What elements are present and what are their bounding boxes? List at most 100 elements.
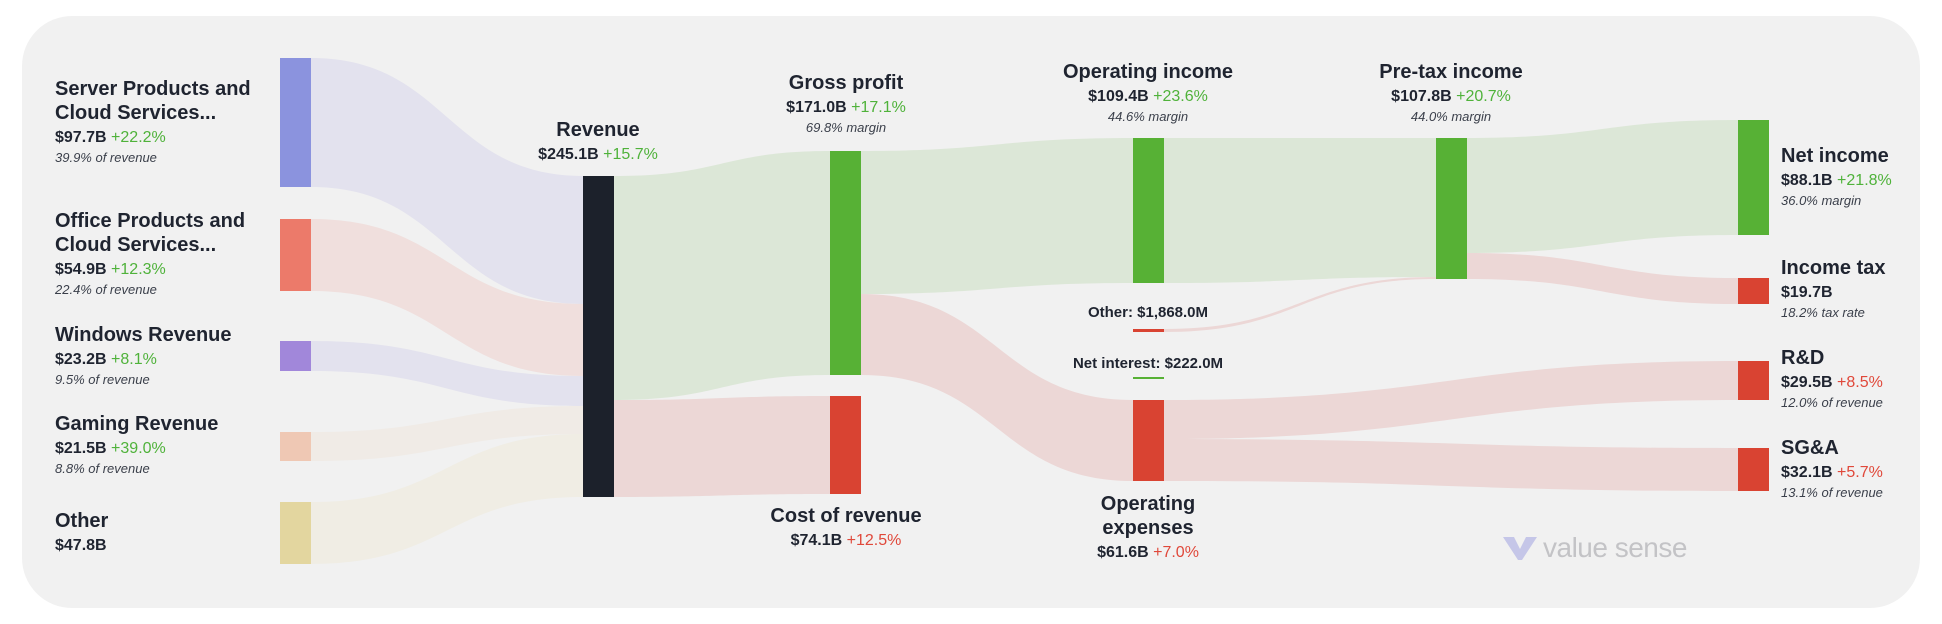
label-value: $245.1B (538, 146, 599, 163)
node-bar-net (1738, 120, 1769, 235)
label-change: +21.8% (1837, 172, 1892, 189)
node-bar-tax (1738, 278, 1769, 304)
label-title: Cost of revenue (770, 505, 922, 527)
label-change: +20.7% (1456, 88, 1511, 105)
label-title: Office Products and (55, 210, 246, 232)
label-value: $29.5B (1781, 374, 1833, 391)
label-change: +23.6% (1153, 88, 1208, 105)
label-change: +7.0% (1153, 544, 1199, 561)
label-value: $74.1B (790, 532, 843, 549)
label-title: Revenue (556, 119, 640, 141)
label-title: Operating (1100, 493, 1196, 515)
label-note: 8.8% of revenue (55, 461, 150, 477)
label-note: 9.5% of revenue (55, 372, 150, 388)
label-note: 12.0% of revenue (1781, 395, 1883, 411)
node-label-server: Server Products and Cloud Services... $9… (55, 77, 251, 166)
watermark-text: value sense (1543, 532, 1687, 563)
flow-other_inc-to-pretax (1164, 277, 1436, 332)
label-note: 39.9% of revenue (55, 150, 157, 166)
node-bar-pretax (1436, 138, 1467, 279)
label-change: +8.5% (1837, 374, 1883, 391)
label-note: 13.1% of revenue (1781, 485, 1883, 501)
node-label-net-income: Net income $88.1B +21.8% 36.0% margin (1781, 144, 1892, 209)
label-title: Income tax (1781, 257, 1886, 279)
flow-windows-to-revenue (311, 341, 583, 406)
node-label-pretax-income: Pre-tax income $107.8B +20.7% 44.0% marg… (1379, 60, 1522, 125)
label-value: $21.5B (55, 440, 107, 457)
node-label-revenue: Revenue $245.1B +15.7% (538, 118, 658, 164)
label-title: Operating income (1062, 61, 1234, 83)
label-note: 36.0% margin (1781, 193, 1862, 209)
node-bar-rnd (1738, 361, 1769, 400)
node-bar-office (280, 219, 311, 291)
label-value: $23.2B (55, 351, 107, 368)
node-bar-server (280, 58, 311, 187)
flow-pretax-to-net (1467, 120, 1738, 253)
label-note: 69.8% margin (805, 120, 887, 136)
label-value: $97.7B (55, 129, 107, 146)
label-note: 44.6% margin (1107, 109, 1189, 125)
flow-pretax-to-tax (1467, 253, 1738, 304)
node-label-other-revenue: Other $47.8B (55, 509, 108, 555)
label-title: Windows Revenue (55, 324, 232, 346)
label-title: Cloud Services... (55, 234, 217, 256)
node-label-office: Office Products and Cloud Services... $5… (55, 209, 245, 298)
node-label-operating-income: Operating income $109.4B +23.6% 44.6% ma… (1063, 60, 1233, 125)
label-change: +12.5% (846, 532, 902, 549)
flow-opex-to-rnd (1164, 361, 1738, 439)
label-change: +17.1% (851, 99, 906, 116)
label-note: 44.0% margin (1410, 109, 1492, 125)
label-note: 22.4% of revenue (55, 282, 157, 298)
flow-opex-to-sga (1164, 439, 1738, 491)
node-bar-net_interest (1133, 377, 1164, 379)
label-value: $47.8B (55, 537, 107, 554)
label-title: Server Products and (55, 78, 251, 100)
label-title: R&D (1781, 347, 1825, 369)
node-bar-windows (280, 341, 311, 371)
label-change: +12.3% (111, 261, 166, 278)
flow-opinc-to-pretax (1164, 138, 1436, 283)
label-change: +8.1% (111, 351, 157, 368)
node-label-income-tax: Income tax $19.7B 18.2% tax rate (1781, 256, 1885, 321)
label-title: Other (55, 510, 109, 532)
node-label-windows: Windows Revenue $23.2B +8.1% 9.5% of rev… (55, 323, 232, 388)
label-title: Gross profit (788, 72, 904, 94)
node-label-rnd: R&D $29.5B +8.5% 12.0% of revenue (1781, 346, 1883, 411)
node-label-sga: SG&A $32.1B +5.7% 13.1% of revenue (1781, 436, 1883, 501)
flow-revenue-to-gross (614, 151, 830, 400)
node-label-gross-profit: Gross profit $171.0B +17.1% 69.8% margin (786, 71, 906, 136)
label-value: $61.6B (1097, 544, 1149, 561)
node-label-operating-expenses: Operating expenses $61.6B +7.0% (1097, 492, 1199, 562)
flow-gross-to-opex (861, 294, 1133, 481)
node-label-gaming: Gaming Revenue $21.5B +39.0% 8.8% of rev… (55, 412, 218, 477)
node-bar-gaming (280, 432, 311, 461)
label-change: +22.2% (111, 129, 166, 146)
node-bar-opinc (1133, 138, 1164, 283)
node-bar-revenue (583, 176, 614, 497)
node-label-cost-of-revenue: Cost of revenue $74.1B +12.5% (770, 504, 921, 550)
label-title: SG&A (1781, 437, 1839, 459)
label-change: +15.7% (603, 146, 658, 163)
node-bar-other_rev (280, 502, 311, 564)
node-bar-sga (1738, 448, 1769, 491)
label-value: $171.0B (786, 99, 847, 116)
node-label-other-income: Other: $1,868.0M (1087, 304, 1209, 321)
label-value: $109.4B (1088, 88, 1149, 105)
flow-office-to-revenue (311, 219, 583, 376)
label-value: $54.9B (55, 261, 107, 278)
node-label-net-interest: Net interest: $222.0M (1072, 355, 1224, 372)
label-value: $107.8B (1391, 88, 1452, 105)
node-bar-opex (1133, 400, 1164, 481)
label-title: Gaming Revenue (55, 413, 219, 435)
flow-server-to-revenue (311, 58, 583, 304)
flow-other_rev-to-revenue (311, 434, 583, 564)
watermark: value sense (1503, 532, 1687, 564)
flow-revenue-to-cost (614, 396, 830, 497)
label-value: $32.1B (1781, 464, 1833, 481)
label-title: expenses (1102, 517, 1194, 539)
flow-gross-to-opinc (861, 138, 1133, 294)
value-sense-logo-icon (1503, 537, 1537, 560)
label-value: $88.1B (1781, 172, 1833, 189)
label-title: Cloud Services... (55, 102, 217, 124)
